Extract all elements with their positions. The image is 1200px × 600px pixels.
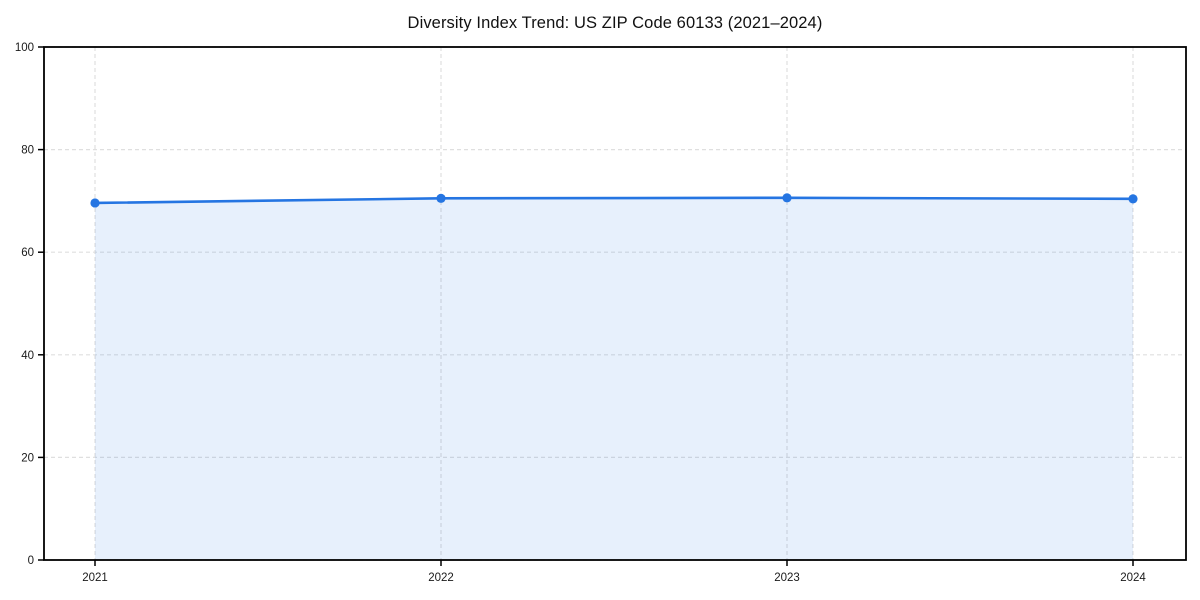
data-point-marker (1128, 194, 1138, 204)
y-tick-label: 60 (21, 247, 34, 259)
area-fill (95, 197, 1133, 560)
x-tick-label: 2024 (1120, 572, 1146, 584)
y-tick-label: 0 (28, 555, 34, 567)
y-tick-label: 40 (21, 350, 34, 362)
x-tick-label: 2021 (82, 572, 108, 584)
x-tick-label: 2022 (428, 572, 454, 584)
y-tick-label: 100 (15, 42, 34, 54)
data-point-marker (90, 198, 100, 208)
trend-line (93, 196, 1135, 205)
x-tick-label: 2023 (774, 572, 800, 584)
data-point-marker (782, 193, 792, 203)
plot-border (43, 46, 1187, 561)
data-point-marker (436, 193, 446, 203)
chart-title: Diversity Index Trend: US ZIP Code 60133… (407, 14, 823, 32)
y-tick-label: 20 (21, 452, 34, 464)
y-tick-label: 80 (21, 145, 34, 157)
